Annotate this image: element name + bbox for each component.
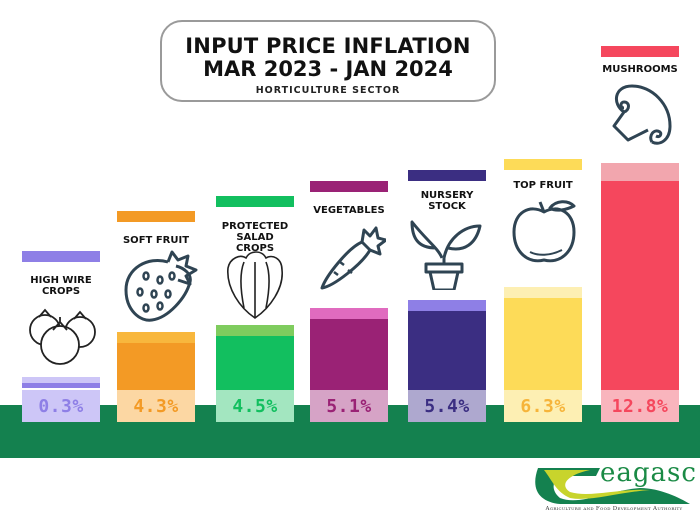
category-label: SOFT FRUIT <box>122 235 190 246</box>
value-label: 5.4% <box>408 390 486 422</box>
logo-wordmark: eagasc <box>600 458 697 488</box>
bar <box>310 319 388 390</box>
category-label: MUSHROOMS <box>602 64 678 75</box>
color-cap <box>310 181 388 192</box>
category-label: PROTECTED SALAD CROPS <box>221 221 289 254</box>
bar <box>117 343 195 390</box>
mushroom-icon <box>612 84 672 145</box>
color-cap <box>601 46 679 57</box>
value-label: 12.8% <box>601 390 679 422</box>
color-cap <box>117 211 195 222</box>
category-label: NURSERY STOCK <box>420 190 474 212</box>
strawberry-icon <box>124 250 198 322</box>
title-line-1: INPUT PRICE INFLATION <box>185 34 471 58</box>
bar <box>408 311 486 390</box>
category-label: HIGH WIRE CROPS <box>30 275 92 297</box>
logo-tagline: Agriculture and Food Development Authori… <box>545 506 683 512</box>
bar <box>504 298 582 390</box>
value-label: 6.3% <box>504 390 582 422</box>
color-cap <box>216 196 294 207</box>
value-label: 4.5% <box>216 390 294 422</box>
color-cap <box>504 159 582 170</box>
subtitle: HORTICULTURE SECTOR <box>255 85 401 96</box>
title-box: INPUT PRICE INFLATION MAR 2023 - JAN 202… <box>160 20 496 102</box>
value-label: 5.1% <box>310 390 388 422</box>
category-label: TOP FRUIT <box>513 180 573 191</box>
teagasc-logo-icon <box>535 468 690 504</box>
plant-pot-icon <box>410 220 482 290</box>
color-cap <box>22 251 100 262</box>
bar <box>601 181 679 390</box>
value-label: 0.3% <box>22 390 100 422</box>
title-line-2: MAR 2023 - JAN 2024 <box>203 57 453 81</box>
value-label: 4.3% <box>117 390 195 422</box>
color-cap <box>408 170 486 181</box>
bar <box>216 336 294 390</box>
carrot-icon <box>320 226 386 290</box>
bar <box>22 383 100 388</box>
lettuce-icon <box>227 251 283 319</box>
category-label: VEGETABLES <box>313 205 385 216</box>
tomatoes-icon <box>29 308 96 365</box>
apple-icon <box>512 200 576 263</box>
